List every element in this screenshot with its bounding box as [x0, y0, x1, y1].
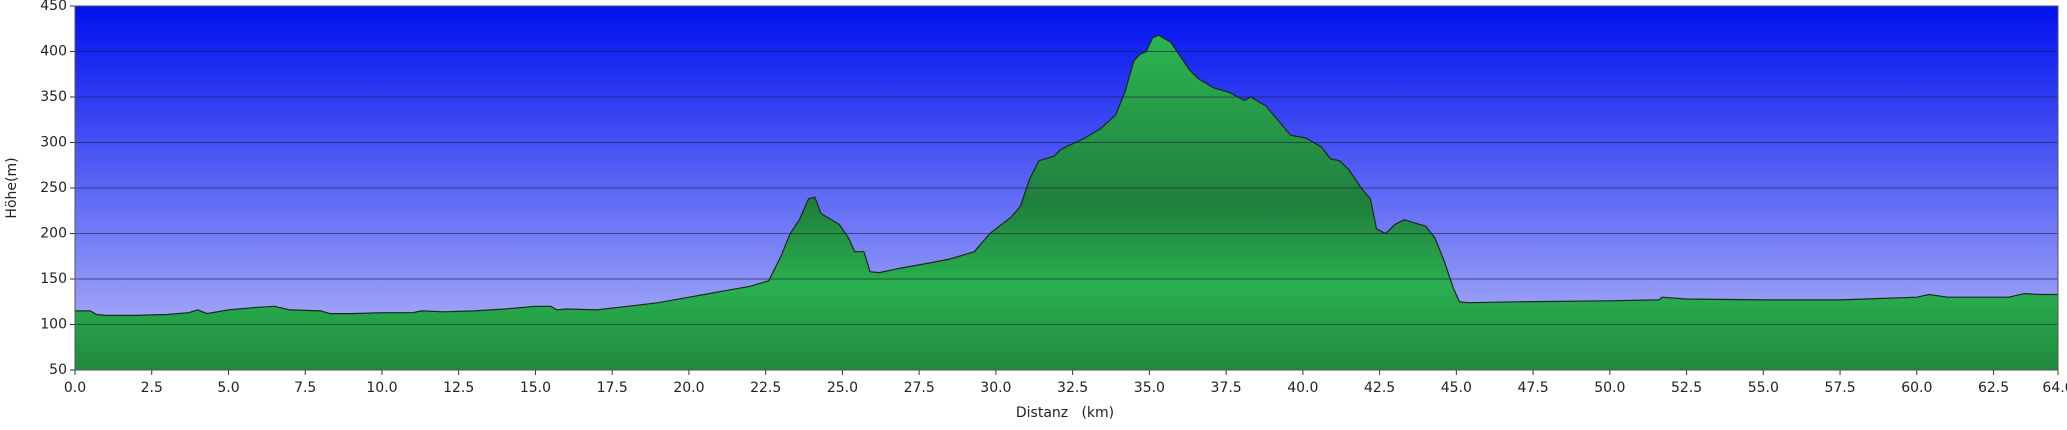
y-tick-label: 200 — [40, 226, 67, 242]
x-tick-label: 15.0 — [520, 380, 551, 396]
y-tick-label: 300 — [40, 135, 67, 151]
x-tick-label: 17.5 — [597, 380, 628, 396]
x-tick-label: 7.5 — [294, 380, 316, 396]
x-tick-label: 40.0 — [1287, 380, 1318, 396]
x-tick-label: 57.5 — [1824, 380, 1855, 396]
y-tick-label: 350 — [40, 89, 67, 105]
x-tick-label: 22.5 — [750, 380, 781, 396]
y-tick-label: 450 — [40, 0, 67, 14]
y-tick-label: 150 — [40, 271, 67, 287]
x-tick-label: 35.0 — [1134, 380, 1165, 396]
y-tick-label: 50 — [49, 362, 67, 378]
y-tick-label: 400 — [40, 44, 67, 60]
y-tick-label: 100 — [40, 317, 67, 333]
y-axis-label: Höhe(m) — [4, 157, 20, 218]
x-tick-label: 0.0 — [64, 380, 86, 396]
x-tick-label: 52.5 — [1671, 380, 1702, 396]
x-tick-label: 37.5 — [1211, 380, 1242, 396]
x-tick-label: 62.5 — [1978, 380, 2009, 396]
x-tick-label: 25.0 — [827, 380, 858, 396]
area-fill — [75, 35, 2058, 370]
x-tick-label: 5.0 — [217, 380, 239, 396]
x-tick-label: 47.5 — [1518, 380, 1549, 396]
area-line — [75, 34, 2058, 316]
x-tick-label: 10.0 — [366, 380, 397, 396]
x-tick-label: 64.6 — [2042, 380, 2067, 396]
x-tick-label: 20.0 — [673, 380, 704, 396]
x-tick-label: 42.5 — [1364, 380, 1395, 396]
x-tick-label: 27.5 — [904, 380, 935, 396]
x-tick-label: 30.0 — [980, 380, 1011, 396]
x-tick-label: 50.0 — [1594, 380, 1625, 396]
x-tick-label: 55.0 — [1748, 380, 1779, 396]
x-tick-label: 2.5 — [141, 380, 163, 396]
x-axis-label: Distanz (km) — [1016, 405, 1114, 421]
plot-frame — [74, 5, 2059, 371]
y-tick-label: 250 — [40, 180, 67, 196]
x-tick-label: 12.5 — [443, 380, 474, 396]
x-tick-label: 60.0 — [1901, 380, 1932, 396]
x-tick-label: 45.0 — [1441, 380, 1472, 396]
x-tick-label: 32.5 — [1057, 380, 1088, 396]
